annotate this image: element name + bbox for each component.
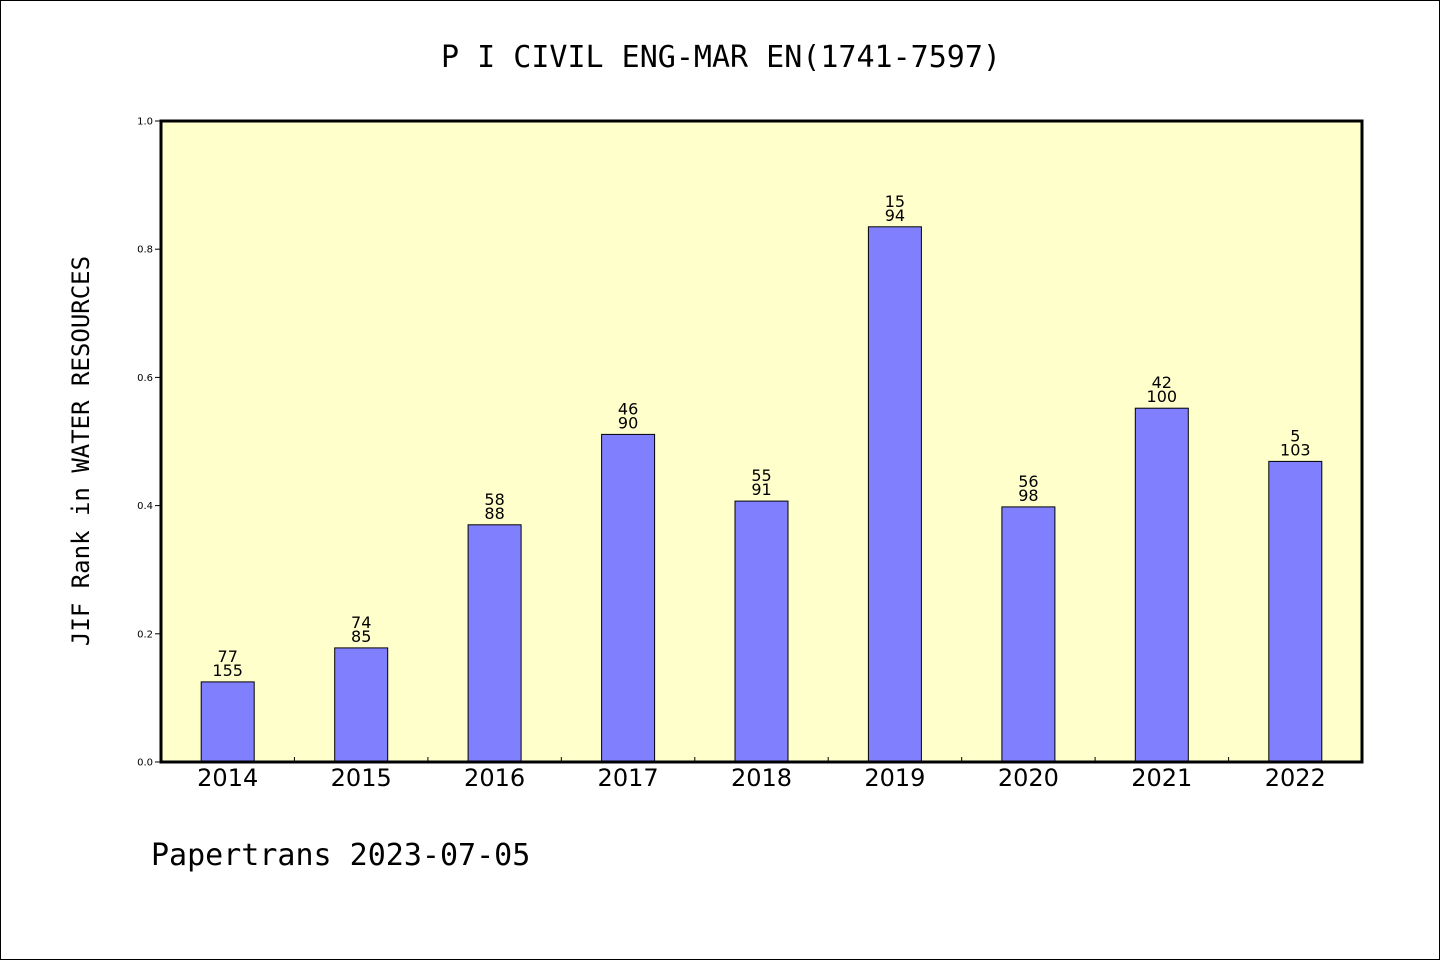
bar-total-label-2021: 100 [1147,387,1178,406]
x-tick-label-2017: 2017 [598,764,659,792]
bar-total-label-2018: 91 [751,480,771,499]
bar-2014 [200,681,255,763]
bar-2022 [1268,460,1323,763]
x-tick-label-2014: 2014 [197,764,258,792]
bar-2015 [334,647,389,763]
x-tick-label-2019: 2019 [864,764,925,792]
bar-rank-label-2015: 74 [351,613,371,632]
y-axis-ticks: 0.0 0.2 0.4 0.6 0.8 1.0 [137,117,161,769]
bar-2019 [867,226,922,763]
bar-total-label-2014: 155 [212,661,243,680]
y-tick-label-0.0: 0.0 [137,758,153,769]
bar-total-label-2019: 94 [885,206,905,225]
bar-rank-label-2020: 56 [1018,472,1038,491]
y-tick-label-0.6: 0.6 [137,373,153,384]
bar-rank-label-2017: 46 [618,399,638,418]
footer-credit: Papertrans 2023-07-05 [151,838,530,873]
y-tick-label-0.4: 0.4 [137,501,153,512]
bar-2016 [467,524,522,763]
chart-title: P I CIVIL ENG-MAR EN(1741-7597) [441,40,1001,75]
bar-rank-label-2021: 42 [1152,373,1172,392]
bar-rank-label-2016: 58 [484,490,504,509]
bar-2020 [1001,506,1056,763]
x-tick-label-2020: 2020 [998,764,1059,792]
bars-group [200,226,1323,763]
bar-total-label-2022: 103 [1280,440,1311,459]
bar-total-label-2020: 98 [1018,486,1038,505]
x-axis-ticks: 2014 2015 2016 2017 2018 2019 2020 2021 2022 [197,757,1326,792]
y-tick-label-1.0: 1.0 [137,117,153,128]
bar-rank-label-2022: 5 [1290,426,1300,445]
x-tick-label-2022: 2022 [1265,764,1326,792]
x-tick-label-2021: 2021 [1131,764,1192,792]
bar-2017 [601,433,656,763]
x-tick-label-2015: 2015 [331,764,392,792]
bar-2021 [1134,407,1189,763]
plot-border [159,119,1364,764]
y-tick-label-0.8: 0.8 [137,245,153,256]
bar-rank-label-2014: 77 [218,647,238,666]
bar-rank-label-2019: 15 [885,192,905,211]
y-tick-label-0.2: 0.2 [137,629,153,640]
x-tick-label-2016: 2016 [464,764,525,792]
y-axis-label: JIF Rank in WATER RESOURCES [67,256,95,646]
bar-2018 [734,500,789,763]
bar-total-label-2017: 90 [618,413,638,432]
x-tick-label-2018: 2018 [731,764,792,792]
bar-total-label-2016: 88 [484,504,504,523]
bar-rank-label-2018: 55 [751,466,771,485]
bar-total-label-2015: 85 [351,627,371,646]
